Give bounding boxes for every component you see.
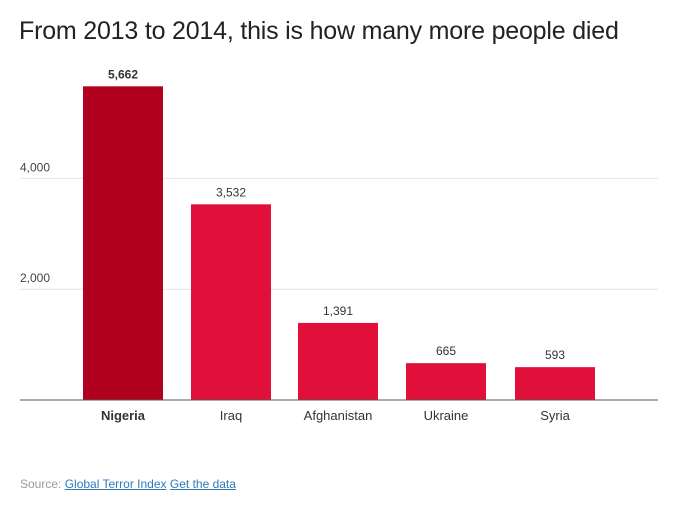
source-link[interactable]: Global Terror Index [64, 477, 167, 491]
x-tick-label: Afghanistan [304, 408, 373, 423]
data-label: 593 [545, 348, 565, 362]
data-label: 3,532 [216, 185, 246, 199]
data-label: 5,662 [108, 67, 138, 81]
source-footer: Source: Global Terror Index Get the data [20, 477, 236, 491]
data-label: 1,391 [323, 304, 353, 318]
data-label: 665 [436, 344, 456, 358]
get-data-link[interactable]: Get the data [169, 477, 236, 491]
x-tick-label: Nigeria [101, 408, 146, 423]
source-label: Source: [20, 477, 62, 491]
x-tick-label: Syria [540, 408, 570, 423]
bar-nigeria [83, 86, 163, 401]
x-tick-label: Ukraine [424, 408, 469, 423]
bar-syria [515, 367, 595, 400]
y-tick-label: 2,000 [20, 271, 50, 285]
bar-chart: 2,000 4,000 5,662 Nigeria 3,532 Iraq 1,391 Afgh… [20, 67, 658, 423]
bar-iraq [191, 204, 271, 400]
bar-afghanistan [298, 322, 378, 400]
bar-ukraine [406, 363, 486, 400]
chart-title: From 2013 to 2014, this is how many more… [19, 17, 619, 45]
y-tick-label: 4,000 [20, 160, 50, 174]
x-tick-label: Iraq [220, 408, 242, 423]
